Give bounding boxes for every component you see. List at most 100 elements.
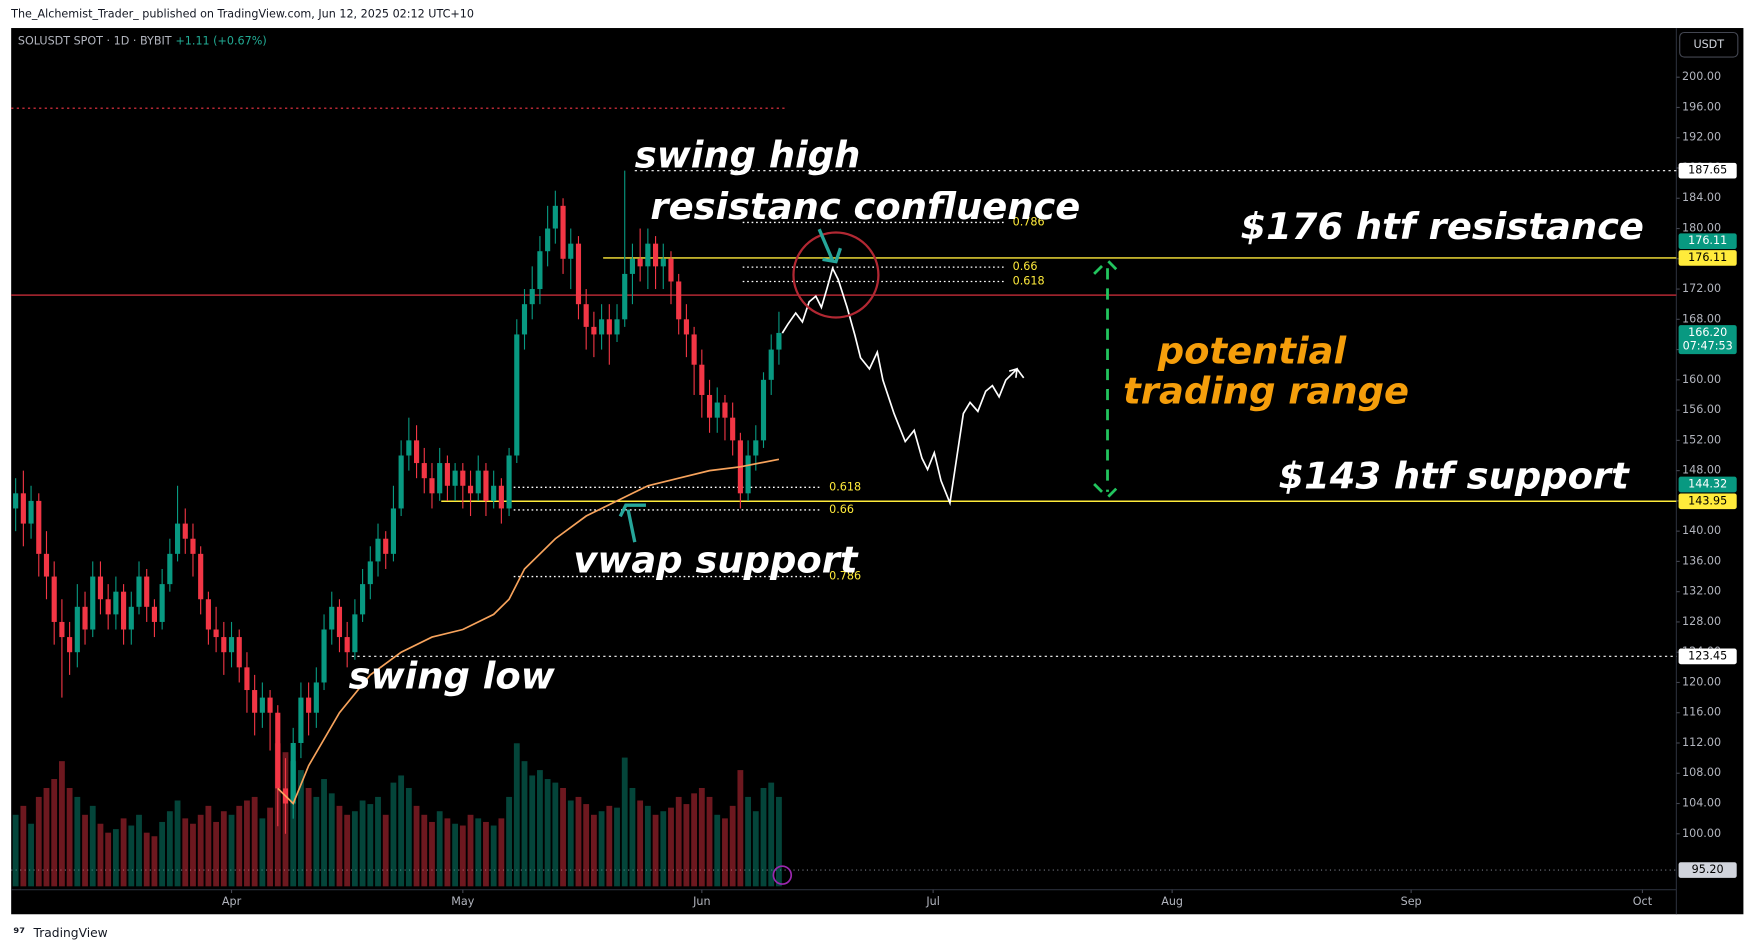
volume-bar	[537, 770, 543, 887]
price-badge	[1678, 233, 1737, 250]
volume-bar	[452, 823, 459, 887]
candle-body	[691, 334, 697, 365]
volume-bar	[97, 823, 104, 887]
volume-bar	[351, 811, 358, 887]
volume-bar	[768, 782, 775, 887]
volume-bar	[475, 818, 482, 887]
price-badge-label: 144.32	[1688, 478, 1727, 491]
price-badge	[1678, 162, 1737, 179]
symbol: SOLUSDT SPOT · 1D · BYBIT	[18, 34, 172, 47]
candle-body	[252, 690, 258, 713]
candle-body	[205, 599, 211, 630]
volume-bar	[290, 761, 297, 887]
volume-bar	[398, 775, 405, 887]
candle-body	[182, 523, 188, 539]
volume-bar	[43, 787, 50, 887]
candle-body	[329, 606, 335, 630]
range-arrow	[1093, 258, 1122, 500]
candle-body	[537, 251, 543, 290]
volume-bar	[305, 787, 312, 887]
unit-box[interactable]	[1679, 31, 1739, 58]
candle-body	[706, 394, 713, 418]
candle-body	[36, 500, 42, 554]
candle-body	[622, 273, 628, 320]
candle-body	[683, 319, 689, 335]
candle-body	[398, 455, 404, 509]
volume-bar	[59, 761, 65, 887]
candle-body	[275, 712, 281, 789]
candle-body	[290, 742, 296, 804]
candle-body	[521, 304, 528, 335]
volume-bar	[490, 825, 497, 887]
plot: 200.00196.00192.00188.00184.00180.00176.…	[11, 70, 1737, 908]
annotation: trading range	[1123, 370, 1409, 413]
candle-body	[568, 243, 574, 259]
candle-body	[313, 682, 319, 713]
candle-body	[444, 463, 450, 486]
candle-body	[267, 697, 273, 713]
volume-bar	[614, 807, 620, 887]
volume-bar	[251, 796, 258, 887]
footer: TradingView	[33, 926, 108, 940]
volume-bar	[213, 821, 220, 887]
price-badge-label: 166.20	[1688, 326, 1727, 339]
volume-bar	[706, 796, 713, 887]
candle-body	[406, 440, 412, 456]
candle-body	[159, 584, 165, 622]
y-tick-label: 180.00	[1682, 222, 1721, 235]
alert-icon[interactable]	[772, 865, 793, 885]
arrow	[618, 503, 646, 543]
annotation: resistanc confluence	[650, 185, 1080, 228]
price-badge-label: 187.65	[1688, 164, 1727, 177]
candle-body	[637, 258, 643, 267]
annotation: vwap support	[573, 538, 859, 581]
change: +1.11 (+0.67%)	[175, 34, 266, 47]
volume-bar	[621, 757, 628, 887]
volume-bar	[722, 818, 728, 887]
volume-bar	[776, 796, 782, 887]
candle-body	[652, 243, 659, 267]
candle-body	[745, 455, 751, 494]
price-badge-label: 123.45	[1688, 649, 1727, 662]
volume-bar	[367, 804, 374, 887]
y-tick-label: 128.00	[1682, 615, 1721, 628]
y-tick-label: 116.00	[1682, 706, 1721, 719]
volume-bar	[567, 800, 574, 887]
volume-bar	[575, 796, 582, 887]
volume-bar	[82, 814, 88, 887]
volume-bar	[105, 832, 112, 887]
volume-bar	[35, 796, 42, 887]
y-tick-label: 120.00	[1682, 675, 1721, 688]
candle-body	[352, 614, 358, 653]
volume-bar	[760, 787, 767, 887]
y-tick-label: 152.00	[1682, 433, 1721, 446]
candle-body	[90, 576, 96, 630]
candle-body	[298, 697, 304, 743]
volume-bar	[112, 829, 119, 887]
candle-body	[753, 440, 759, 456]
volume-bar	[166, 811, 173, 887]
x-tick-label: May	[451, 895, 474, 908]
candle-body	[13, 493, 19, 509]
candle-body	[514, 334, 520, 456]
fib-label: 0.66	[829, 503, 854, 516]
price-badge	[1678, 648, 1737, 665]
candle-body	[776, 332, 782, 350]
candle-body	[413, 440, 420, 464]
volume-bar	[560, 787, 566, 887]
volume-bar	[513, 743, 520, 887]
volume-bar	[128, 825, 135, 887]
vwap-line	[277, 458, 780, 805]
annotation: potential	[1157, 329, 1348, 372]
volume-bar	[174, 800, 181, 887]
y-tick-label: 168.00	[1682, 312, 1721, 325]
volume-bar	[506, 796, 512, 887]
volume-bar	[228, 814, 235, 887]
candle-body	[259, 697, 265, 713]
volume-bar	[298, 770, 304, 887]
volume-bar	[28, 823, 34, 887]
candle-body	[51, 576, 57, 622]
volume-bar	[606, 805, 613, 887]
volume-bar	[20, 805, 27, 887]
x-tick-label: Jul	[925, 895, 939, 908]
